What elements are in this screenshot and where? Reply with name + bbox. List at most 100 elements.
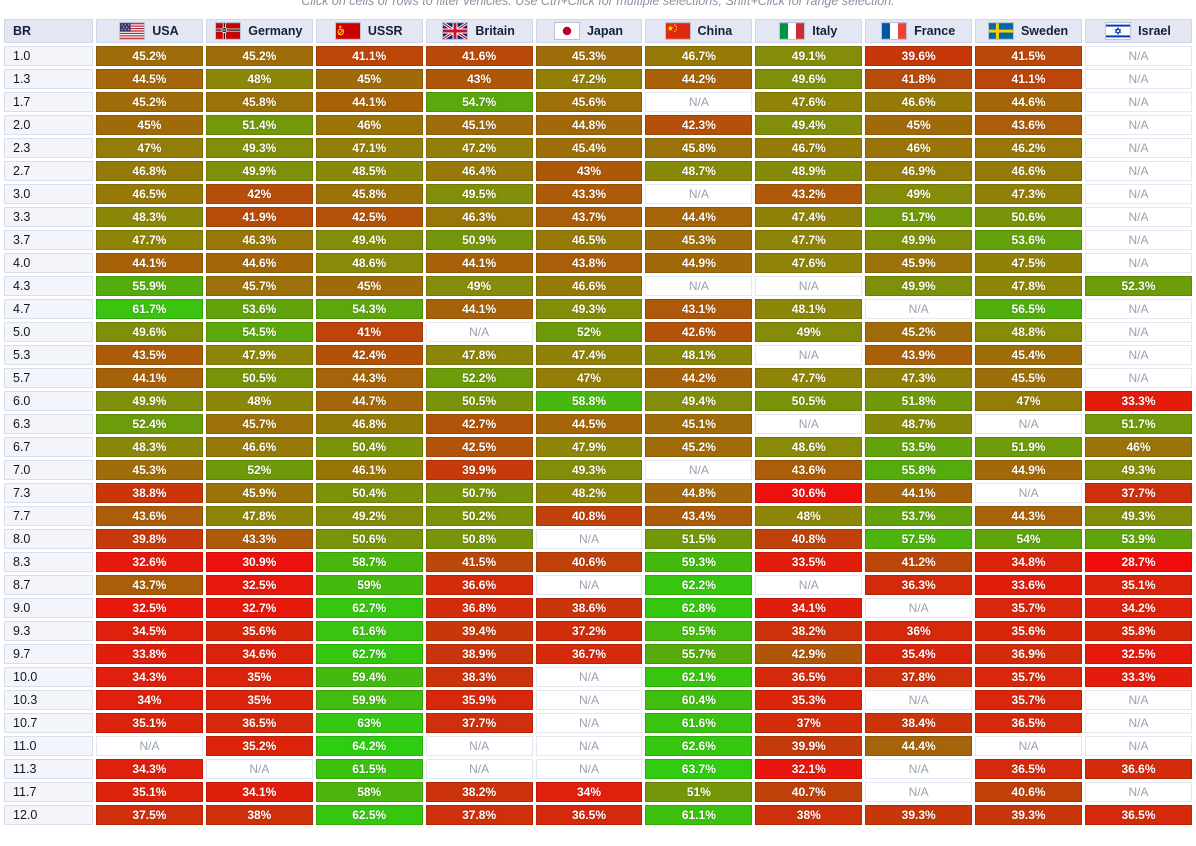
winrate-cell[interactable]: 46.3%	[205, 230, 313, 250]
winrate-cell[interactable]: 43.9%	[865, 345, 973, 365]
winrate-cell[interactable]: 40.6%	[535, 552, 643, 572]
winrate-cell[interactable]: 45.3%	[96, 460, 203, 480]
table-row[interactable]: 6.0 49.9% 48% 44.7% 50.5% 58.8% 49.4% 50.5% 51.8…	[4, 391, 1192, 411]
winrate-cell[interactable]: 63.7%	[645, 759, 753, 779]
winrate-cell[interactable]: 45.3%	[535, 46, 643, 66]
winrate-cell[interactable]: 49.9%	[865, 276, 973, 296]
winrate-cell[interactable]: 45.8%	[315, 184, 423, 204]
winrate-cell[interactable]: 62.1%	[645, 667, 753, 687]
table-row[interactable]: 9.3 34.5% 35.6% 61.6% 39.4% 37.2% 59.5% 38.2% 36…	[4, 621, 1192, 641]
winrate-cell[interactable]: 55.8%	[865, 460, 973, 480]
table-row[interactable]: 7.3 38.8% 45.9% 50.4% 50.7% 48.2% 44.8% 30.6% 44…	[4, 483, 1192, 503]
winrate-cell[interactable]: 51.5%	[645, 529, 753, 549]
winrate-cell[interactable]: 49%	[865, 184, 973, 204]
winrate-cell[interactable]: N/A	[535, 529, 643, 549]
br-label[interactable]: 5.0	[4, 322, 93, 342]
winrate-cell[interactable]: 49.6%	[96, 322, 203, 342]
winrate-cell[interactable]: N/A	[535, 690, 643, 710]
table-row[interactable]: 5.7 44.1% 50.5% 44.3% 52.2% 47% 44.2% 47.7% 47.3…	[4, 368, 1192, 388]
column-header-britain[interactable]: Britain	[425, 19, 533, 43]
winrate-cell[interactable]: 53.9%	[1085, 529, 1192, 549]
winrate-cell[interactable]: 38%	[755, 805, 863, 825]
winrate-cell[interactable]: 49.9%	[865, 230, 973, 250]
winrate-cell[interactable]: 53.5%	[865, 437, 973, 457]
winrate-cell[interactable]: 61.1%	[645, 805, 753, 825]
br-label[interactable]: 5.3	[4, 345, 93, 365]
winrate-cell[interactable]: 50.6%	[975, 207, 1083, 227]
winrate-cell[interactable]: N/A	[1085, 322, 1192, 342]
winrate-cell[interactable]: 49.6%	[755, 69, 863, 89]
winrate-cell[interactable]: N/A	[865, 598, 973, 618]
winrate-cell[interactable]: 39.9%	[755, 736, 863, 756]
winrate-cell[interactable]: 44.1%	[96, 253, 203, 273]
winrate-cell[interactable]: N/A	[1085, 690, 1192, 710]
br-label[interactable]: 3.3	[4, 207, 93, 227]
winrate-cell[interactable]: 45.2%	[865, 322, 973, 342]
winrate-cell[interactable]: 36.5%	[1085, 805, 1192, 825]
winrate-cell[interactable]: 45.8%	[205, 92, 313, 112]
winrate-cell[interactable]: 32.6%	[96, 552, 203, 572]
winrate-cell[interactable]: 35.9%	[425, 690, 533, 710]
winrate-cell[interactable]: 37.7%	[1085, 483, 1192, 503]
table-row[interactable]: 5.0 49.6% 54.5% 41% N/A 52% 42.6% 49% 45.2% 48.8%…	[4, 322, 1192, 342]
winrate-cell[interactable]: 37%	[755, 713, 863, 733]
winrate-cell[interactable]: 48.2%	[535, 483, 643, 503]
winrate-cell[interactable]: 46.3%	[425, 207, 533, 227]
winrate-cell[interactable]: 50.4%	[315, 437, 423, 457]
winrate-cell[interactable]: N/A	[645, 92, 753, 112]
winrate-cell[interactable]: 47%	[975, 391, 1083, 411]
winrate-cell[interactable]: N/A	[755, 414, 863, 434]
winrate-cell[interactable]: 50.7%	[425, 483, 533, 503]
winrate-cell[interactable]: 36.6%	[1085, 759, 1192, 779]
column-header-israel[interactable]: Israel	[1085, 19, 1192, 43]
winrate-cell[interactable]: 64.2%	[315, 736, 423, 756]
winrate-cell[interactable]: N/A	[645, 460, 753, 480]
winrate-cell[interactable]: 49.3%	[205, 138, 313, 158]
winrate-cell[interactable]: 35.2%	[205, 736, 313, 756]
winrate-cell[interactable]: 41.1%	[975, 69, 1083, 89]
winrate-cell[interactable]: 43.3%	[535, 184, 643, 204]
winrate-cell[interactable]: N/A	[1085, 161, 1192, 181]
winrate-cell[interactable]: 52%	[205, 460, 313, 480]
winrate-cell[interactable]: 48.5%	[315, 161, 423, 181]
winrate-cell[interactable]: 43.6%	[975, 115, 1083, 135]
winrate-cell[interactable]: N/A	[975, 736, 1083, 756]
winrate-cell[interactable]: 45.6%	[535, 92, 643, 112]
winrate-cell[interactable]: N/A	[1085, 230, 1192, 250]
winrate-cell[interactable]: 47.9%	[205, 345, 313, 365]
winrate-cell[interactable]: 39.4%	[425, 621, 533, 641]
winrate-cell[interactable]: 46.7%	[645, 46, 753, 66]
winrate-cell[interactable]: 38%	[205, 805, 313, 825]
winrate-cell[interactable]: 48.9%	[755, 161, 863, 181]
winrate-cell[interactable]: 36.3%	[865, 575, 973, 595]
winrate-cell[interactable]: 54.5%	[205, 322, 313, 342]
winrate-cell[interactable]: 47.2%	[425, 138, 533, 158]
winrate-cell[interactable]: 44.9%	[645, 253, 753, 273]
table-row[interactable]: 8.7 43.7% 32.5% 59% 36.6% N/A 62.2% N/A 36.3% 33.…	[4, 575, 1192, 595]
winrate-cell[interactable]: 41.6%	[425, 46, 533, 66]
winrate-cell[interactable]: 35.8%	[1085, 621, 1192, 641]
winrate-cell[interactable]: 44.6%	[205, 253, 313, 273]
winrate-cell[interactable]: 41%	[315, 322, 423, 342]
br-label[interactable]: 2.3	[4, 138, 93, 158]
winrate-cell[interactable]: 50.5%	[205, 368, 313, 388]
winrate-cell[interactable]: N/A	[425, 322, 533, 342]
winrate-cell[interactable]: 42.5%	[315, 207, 423, 227]
winrate-cell[interactable]: 36.5%	[535, 805, 643, 825]
winrate-cell[interactable]: N/A	[1085, 138, 1192, 158]
winrate-cell[interactable]: 44.3%	[975, 506, 1083, 526]
winrate-cell[interactable]: 35.1%	[96, 782, 203, 802]
winrate-cell[interactable]: 46.1%	[315, 460, 423, 480]
winrate-cell[interactable]: 44.8%	[645, 483, 753, 503]
table-row[interactable]: 6.3 52.4% 45.7% 46.8% 42.7% 44.5% 45.1% N/A 48.7…	[4, 414, 1192, 434]
winrate-cell[interactable]: 44.9%	[975, 460, 1083, 480]
br-label[interactable]: 7.7	[4, 506, 93, 526]
br-label[interactable]: 6.0	[4, 391, 93, 411]
winrate-cell[interactable]: 30.6%	[755, 483, 863, 503]
winrate-cell[interactable]: 38.9%	[425, 644, 533, 664]
winrate-cell[interactable]: 44.5%	[96, 69, 203, 89]
winrate-cell[interactable]: N/A	[1085, 115, 1192, 135]
br-label[interactable]: 3.0	[4, 184, 93, 204]
winrate-cell[interactable]: 43.7%	[535, 207, 643, 227]
winrate-cell[interactable]: N/A	[865, 759, 973, 779]
